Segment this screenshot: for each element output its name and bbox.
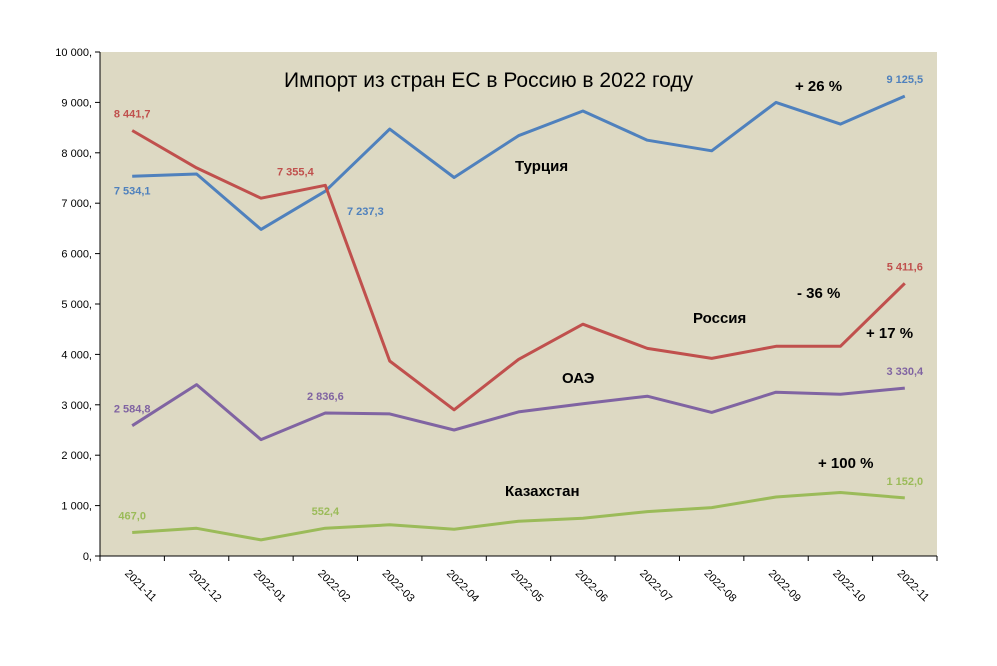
data-label: 5 411,6: [887, 261, 923, 273]
x-axis: 2021-11 2021-12 2022-01 2022-02 2022-03 2022-…: [99, 555, 938, 605]
change-annotation-turkey: + 26 %: [795, 78, 842, 95]
x-tick-label: 2021-12: [186, 568, 223, 605]
data-label: 552,4: [312, 506, 340, 518]
x-tick-label: 2022-03: [380, 568, 417, 605]
x-tick-label: 2022-09: [766, 568, 803, 605]
series-line-1: [131, 129, 906, 412]
y-tick-label: 8 000,: [61, 148, 92, 160]
data-label: 7 534,1: [114, 185, 151, 197]
series-lines: [131, 94, 906, 542]
data-label: 9 125,5: [886, 74, 923, 86]
x-tick-label: 2021-11: [122, 568, 158, 604]
data-label: 3 330,4: [886, 366, 924, 378]
x-tick-label: 2022-06: [573, 568, 610, 605]
y-tick-label: 0,: [83, 551, 92, 563]
data-label: 2 584,8: [114, 404, 151, 416]
series-label-kazakhstan: Казахстан: [505, 483, 580, 500]
y-tick-label: 6 000,: [61, 249, 92, 261]
series-label-uae: ОАЭ: [562, 370, 595, 387]
x-tick-label: 2022-07: [637, 568, 674, 605]
change-annotation-russia: - 36 %: [797, 285, 840, 302]
series-label-russia: Россия: [693, 310, 746, 327]
change-annotation-kazakhstan: + 100 %: [818, 455, 873, 472]
plot-area: [100, 52, 937, 556]
y-tick-label: 3 000,: [61, 400, 92, 412]
data-label: 7 355,4: [277, 166, 315, 178]
y-tick-label: 5 000,: [61, 299, 92, 311]
data-label: 467,0: [118, 510, 146, 522]
series-label-turkey: Турция: [515, 158, 568, 175]
series-line-3: [132, 491, 905, 542]
y-tick-label: 1 000,: [61, 501, 92, 513]
y-axis: 0, 1 000, 2 000, 3 000, 4 000, 5 000, 6 000, 7 …: [55, 47, 101, 563]
series-line-2: [131, 383, 905, 442]
y-tick-label: 7 000,: [61, 198, 92, 210]
data-label: 8 441,7: [114, 109, 151, 121]
x-tick-label: 2022-04: [444, 568, 481, 605]
change-annotation-uae: + 17 %: [866, 325, 913, 342]
y-tick-label: 9 000,: [61, 97, 92, 109]
x-tick-label: 2022-01: [251, 568, 288, 605]
x-tick-label: 2022-02: [315, 568, 352, 605]
data-label: 1 152,0: [886, 476, 923, 488]
y-tick-label: 4 000,: [61, 349, 92, 361]
data-label: 7 237,3: [347, 206, 384, 218]
x-tick-label: 2022-05: [508, 568, 545, 605]
x-tick-label: 2022-08: [702, 568, 739, 605]
chart-title: Импорт из стран ЕС в Россию в 2022 году: [284, 69, 694, 92]
x-tick-label: 2022-11: [895, 568, 931, 604]
data-label: 2 836,6: [307, 391, 344, 403]
data-labels: 7 534,1 7 237,3 9 125,5 8 441,7 7 355,4 5 411…: [114, 74, 924, 522]
y-tick-label: 2 000,: [61, 450, 92, 462]
y-tick-label: 10 000,: [55, 47, 92, 59]
x-tick-label: 2022-10: [830, 568, 867, 605]
series-line-0: [132, 94, 906, 231]
